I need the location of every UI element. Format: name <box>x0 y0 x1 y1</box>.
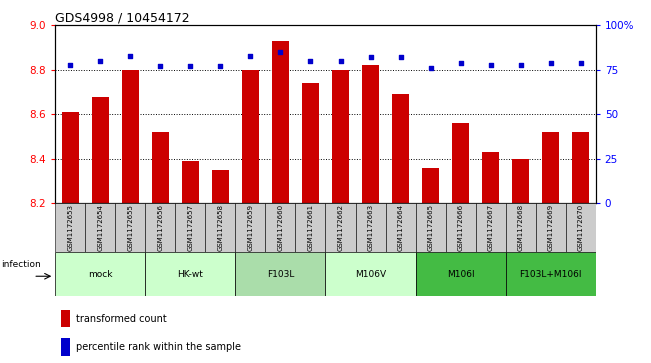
Bar <box>206 203 236 252</box>
Bar <box>332 70 349 203</box>
Bar <box>61 338 70 356</box>
Bar <box>572 132 589 203</box>
Text: GSM1172666: GSM1172666 <box>458 204 464 251</box>
Text: GSM1172658: GSM1172658 <box>217 204 223 251</box>
Bar <box>242 70 258 203</box>
Bar <box>422 168 439 203</box>
Bar <box>506 203 536 252</box>
Bar <box>393 94 409 203</box>
Bar <box>355 203 385 252</box>
Point <box>155 64 165 69</box>
Bar <box>536 203 566 252</box>
Bar <box>362 65 379 203</box>
Bar <box>445 203 476 252</box>
Bar <box>302 83 319 203</box>
Point <box>65 62 76 68</box>
Text: GSM1172670: GSM1172670 <box>577 204 584 251</box>
Point <box>275 49 286 55</box>
Bar <box>182 161 199 203</box>
Text: GSM1172656: GSM1172656 <box>158 204 163 251</box>
Text: GSM1172657: GSM1172657 <box>187 204 193 251</box>
Text: GDS4998 / 10454172: GDS4998 / 10454172 <box>55 11 190 24</box>
Text: infection: infection <box>1 260 41 269</box>
Text: M106I: M106I <box>447 270 475 278</box>
Point <box>486 62 496 68</box>
Point <box>305 58 316 64</box>
Point <box>365 54 376 60</box>
Bar <box>415 203 445 252</box>
Bar <box>326 203 355 252</box>
Bar <box>236 203 266 252</box>
Bar <box>55 203 85 252</box>
Bar <box>61 310 70 327</box>
Text: GSM1172659: GSM1172659 <box>247 204 253 251</box>
Bar <box>296 203 326 252</box>
Bar <box>85 203 115 252</box>
Bar <box>145 252 236 296</box>
Bar <box>145 203 175 252</box>
Bar <box>476 203 506 252</box>
Point <box>95 58 105 64</box>
Bar <box>152 132 169 203</box>
Point <box>516 62 526 68</box>
Bar <box>415 252 506 296</box>
Bar <box>566 203 596 252</box>
Bar <box>122 70 139 203</box>
Text: GSM1172662: GSM1172662 <box>337 204 344 251</box>
Bar <box>175 203 206 252</box>
Text: GSM1172664: GSM1172664 <box>398 204 404 251</box>
Point <box>125 53 135 58</box>
Bar <box>542 132 559 203</box>
Text: GSM1172663: GSM1172663 <box>368 204 374 251</box>
Point <box>335 58 346 64</box>
Text: mock: mock <box>88 270 113 278</box>
Text: M106V: M106V <box>355 270 386 278</box>
Bar <box>266 203 296 252</box>
Point <box>185 64 195 69</box>
Point <box>455 60 465 66</box>
Text: GSM1172661: GSM1172661 <box>307 204 314 251</box>
Text: transformed count: transformed count <box>76 314 167 323</box>
Bar <box>62 112 79 203</box>
Bar <box>115 203 145 252</box>
Bar <box>272 41 289 203</box>
Text: GSM1172668: GSM1172668 <box>518 204 523 251</box>
Bar <box>212 170 229 203</box>
Text: GSM1172669: GSM1172669 <box>547 204 553 251</box>
Text: percentile rank within the sample: percentile rank within the sample <box>76 342 241 352</box>
Bar <box>326 252 415 296</box>
Text: GSM1172665: GSM1172665 <box>428 204 434 251</box>
Text: F103L: F103L <box>267 270 294 278</box>
Bar <box>236 252 326 296</box>
Bar <box>512 159 529 203</box>
Bar <box>92 97 109 203</box>
Text: HK-wt: HK-wt <box>178 270 203 278</box>
Bar <box>452 123 469 203</box>
Text: GSM1172654: GSM1172654 <box>98 204 104 251</box>
Point <box>546 60 556 66</box>
Point <box>215 64 226 69</box>
Point <box>245 53 256 58</box>
Bar <box>55 252 145 296</box>
Point <box>395 54 406 60</box>
Text: F103L+M106I: F103L+M106I <box>519 270 582 278</box>
Bar <box>385 203 415 252</box>
Bar <box>482 152 499 203</box>
Text: GSM1172653: GSM1172653 <box>67 204 74 251</box>
Text: GSM1172667: GSM1172667 <box>488 204 493 251</box>
Point <box>425 65 436 71</box>
Text: GSM1172655: GSM1172655 <box>128 204 133 251</box>
Text: GSM1172660: GSM1172660 <box>277 204 283 251</box>
Bar <box>506 252 596 296</box>
Point <box>575 60 586 66</box>
